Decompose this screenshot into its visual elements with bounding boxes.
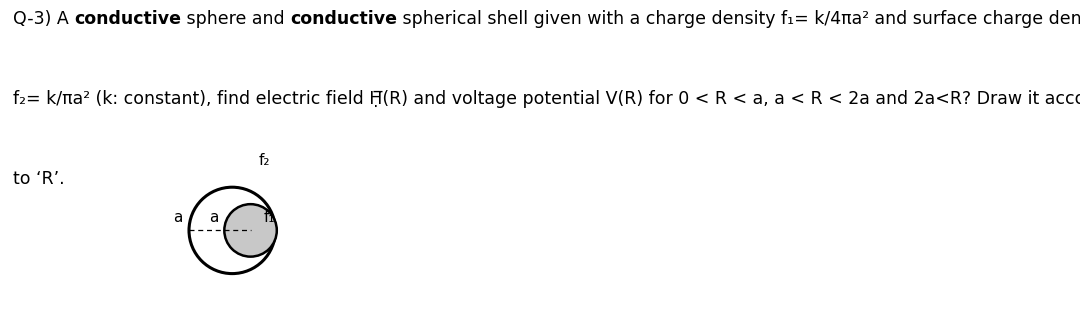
- Text: f₁: f₁: [264, 210, 275, 225]
- Text: f₂: f₂: [259, 153, 270, 168]
- Text: and surface charge density: and surface charge density: [869, 10, 1080, 28]
- Text: Q-3) A: Q-3) A: [13, 10, 75, 28]
- Text: to ‘R’.: to ‘R’.: [13, 170, 65, 188]
- Ellipse shape: [189, 187, 275, 274]
- Text: (k: constant), find electric field Ḥ̅(R) and voltage potential V(R) for 0 < R < : (k: constant), find electric field Ḥ̅(R)…: [90, 90, 1080, 108]
- Text: f₁= k/4πa²: f₁= k/4πa²: [781, 10, 869, 28]
- Ellipse shape: [225, 204, 276, 257]
- Text: conductive: conductive: [75, 10, 181, 28]
- Text: spherical shell given with a charge density: spherical shell given with a charge dens…: [397, 10, 781, 28]
- Text: a: a: [210, 210, 219, 225]
- Text: conductive: conductive: [291, 10, 397, 28]
- Text: a: a: [173, 210, 183, 225]
- Text: sphere and: sphere and: [181, 10, 291, 28]
- Text: f₂= k/πa²: f₂= k/πa²: [13, 90, 90, 108]
